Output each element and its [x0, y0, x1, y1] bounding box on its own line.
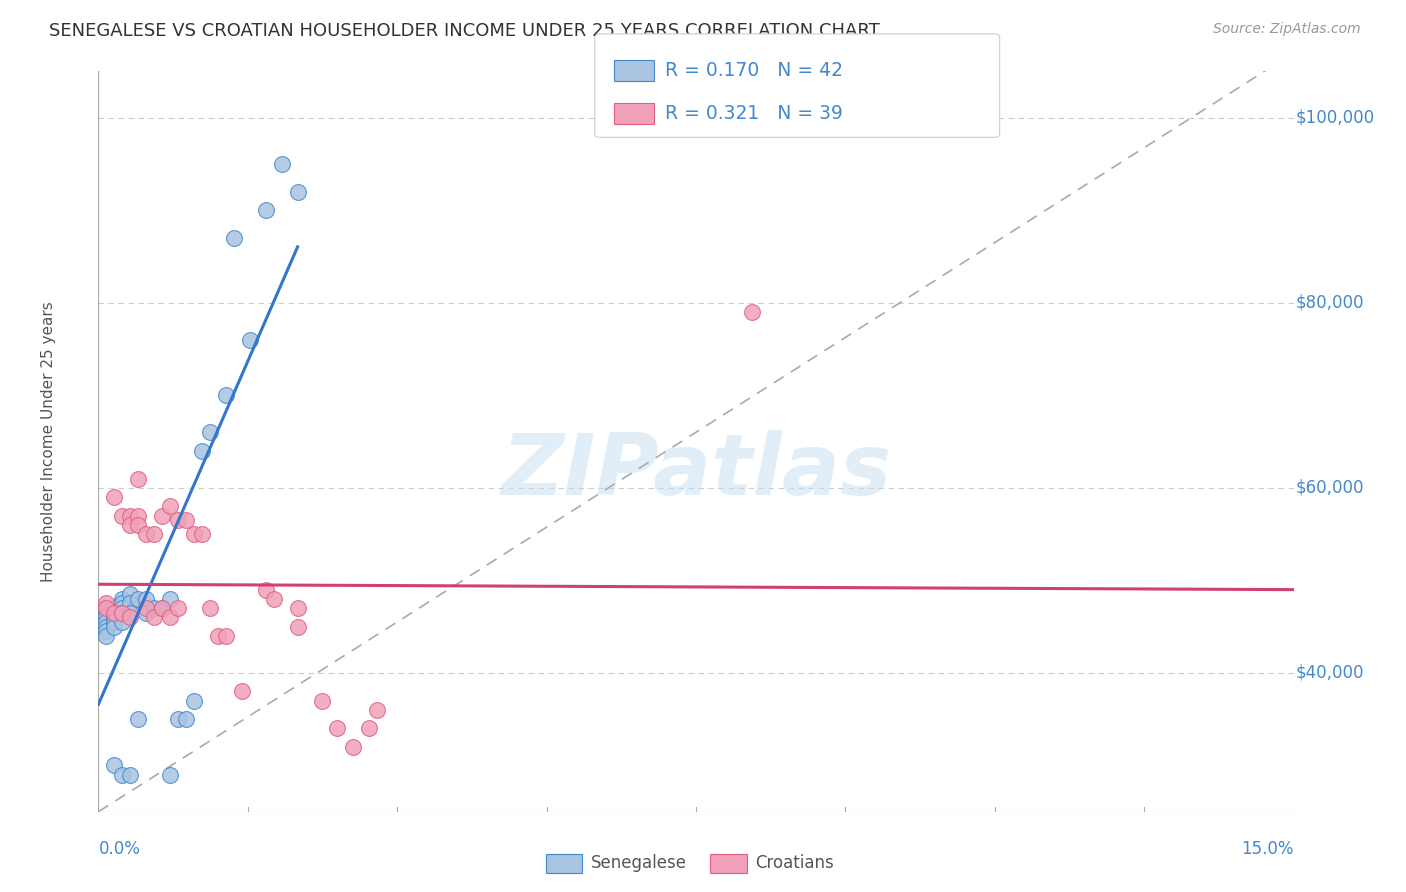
Point: [111, 606, 134, 620]
Point: [135, 591, 157, 606]
Point: [143, 527, 166, 541]
Point: [198, 425, 221, 440]
Point: [222, 231, 245, 245]
Point: [311, 694, 333, 708]
Text: Source: ZipAtlas.com: Source: ZipAtlas.com: [1213, 22, 1361, 37]
Point: [231, 684, 253, 698]
Point: [127, 517, 149, 532]
Point: [120, 517, 142, 532]
Text: $40,000: $40,000: [1296, 664, 1364, 681]
Point: [120, 606, 142, 620]
Point: [103, 601, 125, 615]
Point: [120, 767, 142, 781]
Text: $100,000: $100,000: [1296, 109, 1375, 127]
Point: [103, 615, 125, 629]
Point: [120, 610, 142, 624]
Point: [103, 490, 125, 504]
Point: [135, 601, 157, 615]
Point: [103, 610, 125, 624]
Point: [159, 610, 181, 624]
Point: [96, 597, 118, 611]
Point: [96, 601, 118, 615]
Point: [167, 601, 190, 615]
Point: [287, 619, 309, 633]
Text: $60,000: $60,000: [1296, 479, 1364, 497]
Point: [135, 606, 157, 620]
Text: $80,000: $80,000: [1296, 293, 1364, 311]
Point: [159, 591, 181, 606]
Point: [741, 305, 763, 319]
Point: [270, 157, 292, 171]
Point: [150, 508, 173, 523]
Point: [111, 508, 134, 523]
Text: SENEGALESE VS CROATIAN HOUSEHOLDER INCOME UNDER 25 YEARS CORRELATION CHART: SENEGALESE VS CROATIAN HOUSEHOLDER INCOM…: [49, 22, 880, 40]
Point: [287, 601, 309, 615]
Point: [111, 591, 134, 606]
Point: [127, 508, 149, 523]
Point: [183, 694, 205, 708]
Text: ZIPatlas: ZIPatlas: [501, 430, 891, 513]
Point: [96, 601, 118, 615]
Text: 15.0%: 15.0%: [1241, 840, 1294, 858]
Point: [96, 624, 118, 639]
Point: [96, 606, 118, 620]
Point: [96, 615, 118, 629]
Text: R = 0.170   N = 42: R = 0.170 N = 42: [665, 61, 844, 80]
Point: [183, 527, 205, 541]
Point: [111, 615, 134, 629]
Point: [103, 606, 125, 620]
Text: 0.0%: 0.0%: [98, 840, 141, 858]
Point: [366, 703, 388, 717]
Point: [159, 767, 181, 781]
Point: [96, 619, 118, 633]
Text: R = 0.321   N = 39: R = 0.321 N = 39: [665, 103, 844, 123]
Point: [96, 629, 118, 643]
Point: [215, 388, 238, 402]
Point: [215, 629, 238, 643]
Point: [287, 185, 309, 199]
Point: [167, 712, 190, 726]
Point: [120, 508, 142, 523]
Point: [127, 472, 149, 486]
Point: [191, 443, 214, 458]
Point: [150, 601, 173, 615]
Point: [103, 758, 125, 772]
Point: [167, 513, 190, 527]
Point: [111, 597, 134, 611]
Text: Croatians: Croatians: [755, 854, 834, 871]
Point: [135, 527, 157, 541]
Point: [143, 601, 166, 615]
Point: [174, 712, 197, 726]
Point: [127, 591, 149, 606]
Point: [254, 582, 277, 597]
Point: [96, 610, 118, 624]
Point: [254, 203, 277, 218]
Point: [127, 712, 149, 726]
Point: [198, 601, 221, 615]
Point: [342, 739, 364, 754]
Point: [326, 722, 349, 736]
Point: [103, 619, 125, 633]
Point: [103, 606, 125, 620]
Point: [143, 610, 166, 624]
Point: [150, 601, 173, 615]
Text: Householder Income Under 25 years: Householder Income Under 25 years: [41, 301, 56, 582]
Point: [239, 333, 262, 347]
Point: [263, 591, 285, 606]
Point: [111, 767, 134, 781]
Text: Senegalese: Senegalese: [591, 854, 686, 871]
Point: [111, 601, 134, 615]
Point: [191, 527, 214, 541]
Point: [111, 606, 134, 620]
Point: [159, 500, 181, 514]
Point: [207, 629, 229, 643]
Point: [359, 722, 381, 736]
Point: [120, 597, 142, 611]
Point: [174, 513, 197, 527]
Point: [120, 587, 142, 601]
